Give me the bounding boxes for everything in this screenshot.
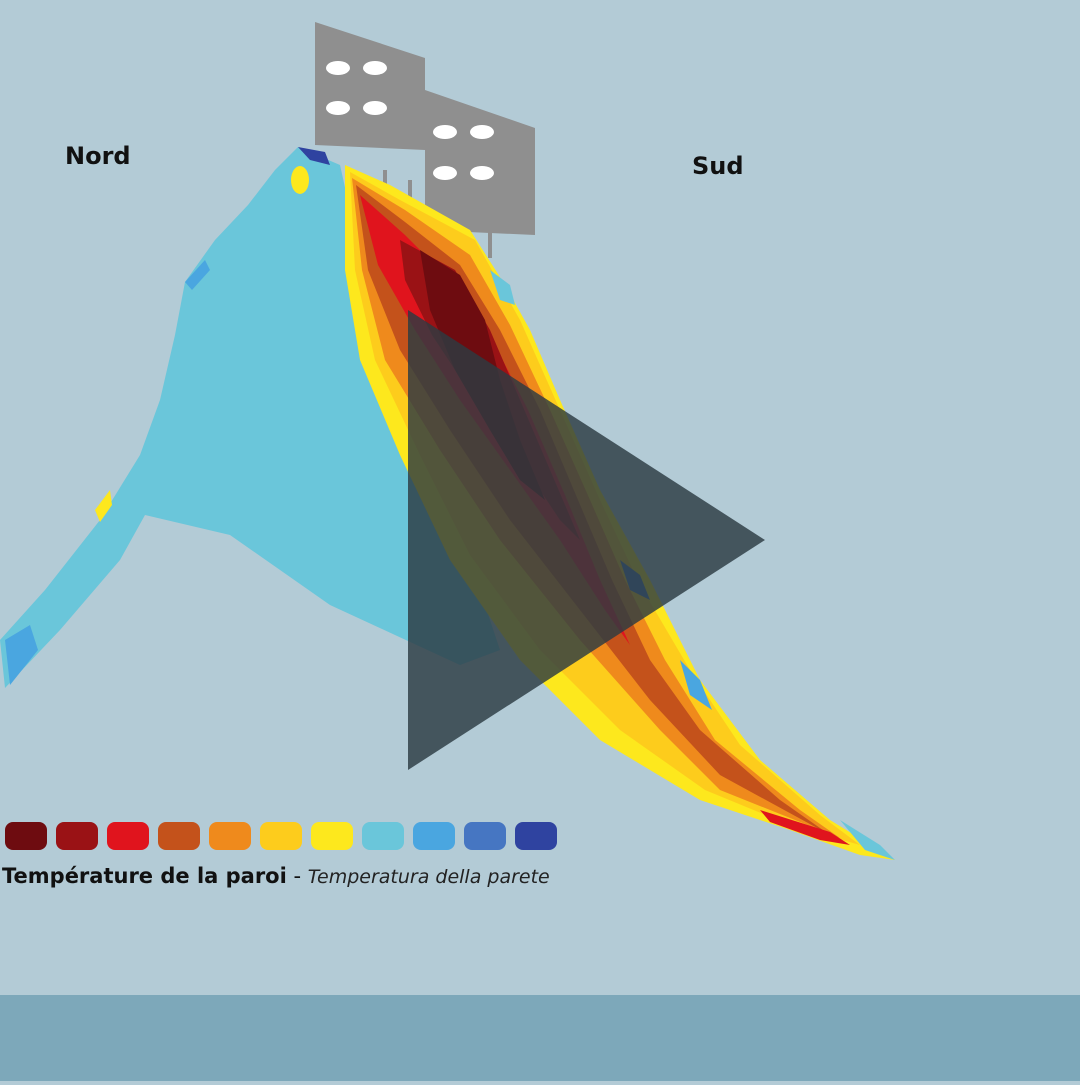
bottom-bar xyxy=(0,995,1080,1081)
building-icon xyxy=(315,22,535,258)
legend-title: Température de la paroi - Temperatura de… xyxy=(2,864,550,888)
legend-swatch xyxy=(209,822,251,850)
temperature-legend xyxy=(5,822,557,850)
legend-swatch xyxy=(311,822,353,850)
legend-swatch xyxy=(413,822,455,850)
north-label: Nord xyxy=(65,142,131,170)
legend-swatch xyxy=(362,822,404,850)
legend-swatch xyxy=(5,822,47,850)
legend-swatch xyxy=(515,822,557,850)
legend-swatch xyxy=(107,822,149,850)
legend-swatch xyxy=(56,822,98,850)
legend-swatch xyxy=(158,822,200,850)
south-label: Sud xyxy=(692,152,744,180)
legend-swatch xyxy=(464,822,506,850)
legend-title-italian: Temperatura della parete xyxy=(307,866,550,888)
legend-separator: - xyxy=(286,864,308,888)
play-button[interactable] xyxy=(408,310,765,770)
legend-title-french: Température de la paroi xyxy=(2,864,287,888)
north-face xyxy=(0,147,500,688)
legend-swatch xyxy=(260,822,302,850)
